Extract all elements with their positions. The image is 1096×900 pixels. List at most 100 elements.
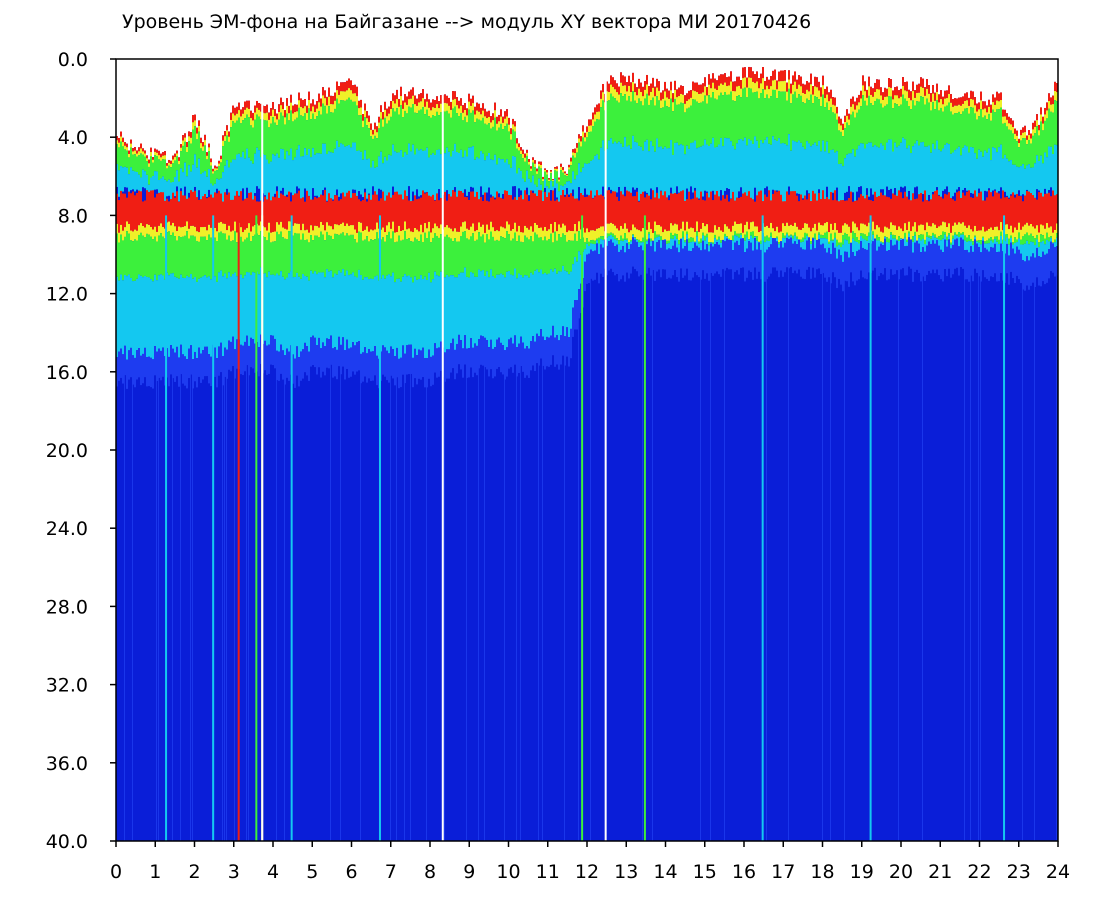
heatmap-cell	[678, 240, 680, 245]
heatmap-cell	[518, 147, 520, 151]
heatmap-cell	[642, 250, 643, 841]
heatmap-cell	[348, 88, 350, 98]
heatmap-cell	[716, 239, 718, 241]
heatmap-cell	[256, 201, 258, 224]
heatmap-cell	[854, 117, 856, 157]
heatmap-cell	[142, 59, 144, 149]
heatmap-cell	[128, 223, 130, 234]
heatmap-cell	[904, 246, 906, 276]
heatmap-cell	[160, 233, 162, 275]
heatmap-cell	[742, 59, 744, 68]
heatmap-cell	[162, 226, 164, 237]
heatmap-cell	[514, 156, 516, 187]
heatmap-cell	[634, 239, 636, 269]
heatmap-cell	[414, 237, 416, 277]
heatmap-cell	[136, 171, 138, 190]
heatmap-cell	[540, 59, 542, 162]
heatmap-cell	[950, 102, 952, 112]
heatmap-cell	[240, 344, 242, 375]
heatmap-cell	[346, 233, 348, 271]
heatmap-cell	[970, 229, 972, 239]
heatmap-cell	[678, 230, 680, 241]
heatmap-cell	[198, 125, 200, 132]
heatmap-cell	[566, 181, 568, 189]
heatmap-cell	[840, 59, 842, 119]
heatmap-cell	[578, 221, 580, 232]
heatmap-cell	[798, 229, 800, 240]
heatmap-cell	[982, 156, 984, 203]
heatmap-cell	[532, 59, 534, 158]
heatmap-cell	[184, 162, 186, 187]
heatmap-cell	[854, 59, 856, 102]
heatmap-cell	[316, 274, 318, 346]
heatmap-cell	[908, 97, 910, 107]
heatmap-cell	[656, 237, 658, 243]
heatmap-cell	[146, 190, 148, 225]
heatmap-cell	[736, 96, 738, 144]
heatmap-cell	[270, 232, 272, 243]
heatmap-cell	[746, 221, 748, 232]
heatmap-cell	[910, 231, 912, 241]
heatmap-cell	[468, 109, 470, 148]
heatmap-cell	[942, 148, 944, 191]
heatmap-cell	[920, 192, 922, 225]
heatmap-cell	[316, 345, 318, 375]
heatmap-cell	[600, 236, 602, 240]
heatmap-cell	[426, 93, 428, 102]
heatmap-cell	[242, 151, 244, 189]
heatmap-cell	[480, 271, 482, 336]
heatmap-cell	[876, 59, 878, 80]
heatmap-cell	[708, 59, 710, 75]
heatmap-cell	[952, 238, 954, 245]
heatmap-cell	[1048, 241, 1050, 250]
heatmap-cell	[798, 94, 800, 141]
heatmap-cell	[746, 59, 748, 78]
heatmap-cell	[996, 241, 998, 253]
heatmap-cell	[786, 234, 788, 238]
heatmap-cell	[632, 196, 634, 225]
heatmap-cell	[948, 102, 950, 145]
heatmap-cell	[526, 152, 528, 156]
heatmap-cell	[648, 195, 650, 223]
heatmap-cell	[944, 144, 946, 190]
heatmap-cell	[370, 199, 372, 230]
heatmap-cell	[1018, 249, 1020, 280]
heatmap-cell	[792, 225, 794, 236]
heatmap-cell	[270, 200, 272, 233]
heatmap-cell	[704, 200, 706, 227]
heatmap-cell	[462, 222, 464, 232]
heatmap-cell	[848, 243, 850, 258]
heatmap-cell	[864, 59, 866, 82]
heatmap-cell	[484, 337, 485, 841]
heatmap-cell	[566, 59, 568, 174]
heatmap-cell	[536, 269, 538, 334]
heatmap-cell	[956, 148, 958, 190]
heatmap-cell	[622, 96, 624, 147]
x-tick-label: 4	[267, 861, 279, 883]
heatmap-cell	[162, 192, 164, 227]
heatmap-cell	[596, 111, 598, 120]
heatmap-cell	[192, 115, 194, 123]
heatmap-cell	[574, 59, 576, 149]
heatmap-cell	[988, 59, 990, 100]
heatmap-cell	[816, 145, 818, 202]
heatmap-cell	[916, 101, 918, 141]
heatmap-cell	[352, 59, 354, 86]
heatmap-cell	[156, 59, 158, 150]
heatmap-cell	[208, 234, 210, 277]
heatmap-cell	[328, 59, 330, 88]
heatmap-cell	[738, 233, 740, 238]
heatmap-cell	[618, 94, 620, 103]
heatmap-cell	[586, 59, 588, 127]
heatmap-cell	[778, 242, 780, 245]
heatmap-cell	[792, 94, 794, 141]
heatmap-cell	[536, 234, 538, 270]
heatmap-cell	[336, 90, 338, 99]
heatmap-cell	[858, 59, 860, 95]
heatmap-cell	[810, 94, 812, 147]
heatmap-cell	[866, 235, 868, 241]
heatmap-cell	[818, 90, 820, 100]
heatmap-cell	[836, 200, 838, 231]
heatmap-cell	[426, 147, 428, 192]
heatmap-cell	[710, 97, 712, 144]
